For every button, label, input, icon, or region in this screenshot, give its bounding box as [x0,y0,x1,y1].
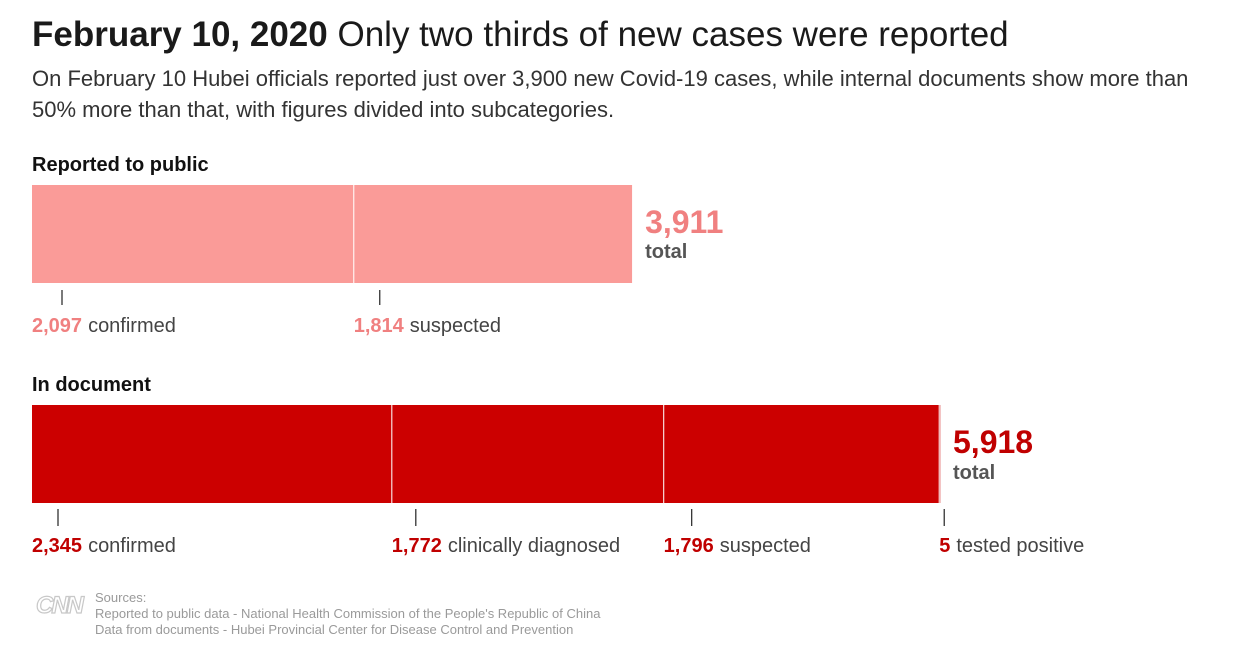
data-value-document-tested-positive: 5 [939,535,950,557]
data-value-document-suspected: 1,796 [664,535,714,557]
bar-segment-document-suspected [663,405,940,503]
data-value-document-confirmed: 2,345 [32,535,82,557]
data-category-public-confirmed: confirmed [88,315,176,337]
data-value-document-clinically-diagnosed: 1,772 [392,535,442,557]
data-label-document-clinically-diagnosed: 1,772 clinically diagnosed [392,535,620,557]
chart-title-text: Only two thirds of new cases were report… [337,15,1009,54]
chart-title-date: February 10, 2020 [32,15,328,54]
total-label-public: total [645,241,687,263]
data-category-public-suspected: suspected [410,315,501,337]
bar-segment-public-suspected [353,185,633,283]
cnn-logo: CNN [35,591,84,619]
total-value-public: 3,911 [645,204,723,240]
data-label-document-confirmed: 2,345 confirmed [32,535,176,557]
data-category-document-tested-positive: tested positive [956,535,1084,557]
chart-subtitle: On February 10 Hubei officials reported … [32,66,1189,122]
section-label-reported: Reported to public [32,154,209,176]
section-label-document: In document [32,374,151,396]
data-label-public-suspected: 1,814 suspected [354,315,501,337]
data-label-document-tested-positive: 5 tested positive [939,535,1084,557]
sources-label: Sources: [95,590,147,605]
sources-block: Sources: Reported to public data - Natio… [95,590,795,638]
data-category-document-confirmed: confirmed [88,535,176,557]
data-label-public-confirmed: 2,097 confirmed [32,315,176,337]
total-value-document: 5,918 [953,424,1033,460]
data-label-document-suspected: 1,796 suspected [664,535,811,557]
source-line-documents: Data from documents - Hubei Provincial C… [95,622,574,637]
data-category-document-suspected: suspected [720,535,811,557]
bar-segment-document-confirmed [32,405,392,503]
total-label-document: total [953,462,995,484]
data-value-public-suspected: 1,814 [354,315,405,337]
data-value-public-confirmed: 2,097 [32,315,82,337]
bar-segment-public-confirmed [32,185,354,283]
bar-segment-document-clinically-diagnosed [391,405,664,503]
source-line-public: Reported to public data - National Healt… [95,606,601,621]
data-category-document-clinically-diagnosed: clinically diagnosed [448,535,620,557]
stacked-bar-chart: 2,097 confirmed 1,814 suspected3,911total2,… [32,185,1084,557]
chart-title: February 10, 2020 Only two thirds of new… [32,14,1009,56]
